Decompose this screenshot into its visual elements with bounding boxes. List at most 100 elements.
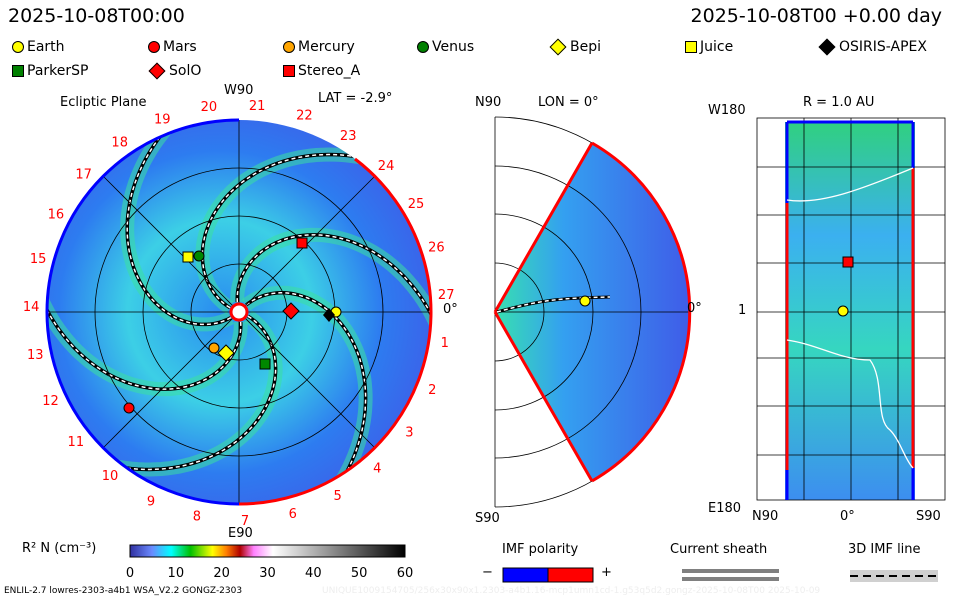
- sector-label: 9: [147, 495, 155, 510]
- ecliptic-right-label: 0°: [443, 302, 458, 317]
- start-time: 2025-10-08T00:00: [8, 5, 185, 27]
- sector-label: 27: [438, 288, 455, 303]
- legend-label: Stereo_A: [298, 63, 361, 79]
- sector-label: 3: [405, 425, 413, 440]
- sector-label: 24: [378, 159, 395, 174]
- legend-label: Mars: [163, 39, 197, 55]
- earth-marker-meridional: [579, 295, 591, 307]
- sector-label: 10: [102, 469, 119, 484]
- square-icon: [685, 41, 697, 53]
- legend-label: Bepi: [570, 39, 601, 55]
- venus-marker: [193, 250, 205, 262]
- bepi-marker: [217, 344, 235, 362]
- sector-label: 22: [296, 109, 313, 124]
- legend-item-bepi: Bepi: [549, 38, 601, 56]
- run-id: UNIQUE1009154705/256x30x90x1.2303-a4b1.1…: [322, 586, 821, 596]
- current-time: 2025-10-08T00 +0.00 day: [690, 5, 942, 27]
- imf-line-label: 3D IMF line: [848, 542, 921, 557]
- run-info: ENLIL-2.7 lowres-2303-a4b1 WSA_V2.2 GONG…: [4, 586, 243, 596]
- radial-mid-left: 1: [738, 303, 747, 318]
- sector-label: 1: [441, 336, 449, 351]
- sector-label: 2: [428, 383, 436, 398]
- imf-minus-swatch: [502, 567, 549, 583]
- solo-marker: [282, 302, 300, 320]
- sector-label: 6: [289, 507, 297, 522]
- circle-icon: [417, 41, 429, 53]
- legend-label: Venus: [432, 39, 475, 55]
- osiris-apex-marker: [323, 308, 335, 322]
- meridional-panel: [493, 116, 692, 508]
- legend-item-parkersp: ParkerSP: [12, 63, 88, 79]
- square-icon: [12, 65, 24, 77]
- sector-label: 15: [30, 252, 47, 267]
- sector-label: 20: [201, 100, 218, 115]
- legend-item-venus: Venus: [417, 39, 474, 55]
- meridional-bottom-label: S90: [475, 511, 500, 526]
- radial-bottom-left: E180: [708, 501, 742, 516]
- current-sheath-line: [682, 569, 779, 573]
- colorbar-tick-label: 20: [213, 566, 230, 581]
- radial-title: R = 1.0 AU: [803, 95, 875, 110]
- legend-item-stereo-a: Stereo_A: [283, 63, 360, 79]
- ecliptic-title: Ecliptic Plane: [60, 95, 147, 110]
- legend-item-juice: Juice: [685, 39, 733, 55]
- meridional-right-label: 0°: [687, 301, 702, 316]
- legend-label: Earth: [27, 39, 65, 55]
- juice-marker: [182, 251, 194, 263]
- ecliptic-bottom-label: E90: [228, 526, 253, 541]
- colorbar-tick-label: 50: [351, 566, 368, 581]
- colorbar-tick-label: 0: [126, 566, 134, 581]
- imf-field-line: [126, 125, 232, 326]
- sector-label: 13: [27, 348, 44, 363]
- ecliptic-top-label: W90: [224, 83, 254, 98]
- sector-label: 21: [249, 99, 266, 114]
- colorbar-tick-label: 40: [305, 566, 322, 581]
- legend-item-mars: Mars: [148, 39, 197, 55]
- legend-item-mercury: Mercury: [283, 39, 355, 55]
- circle-icon: [148, 41, 160, 53]
- square-icon: [283, 65, 295, 77]
- legend-label: SolO: [169, 63, 202, 79]
- colorbar-ticks: 0 10 20 30 40 50 60: [126, 566, 413, 581]
- sector-label: 19: [154, 113, 171, 128]
- imf-field-line: [47, 296, 242, 390]
- sector-label: 25: [408, 197, 425, 212]
- colorbar-label: R² N (cm⁻³): [22, 541, 97, 556]
- colorbar-tick-label: 30: [259, 566, 276, 581]
- current-sheath-label: Current sheath: [670, 542, 768, 557]
- colorbar-tick-label: 10: [168, 566, 185, 581]
- parkersp-marker: [259, 358, 271, 370]
- radial-panel: [756, 117, 946, 501]
- sector-label: 12: [42, 394, 59, 409]
- colorbar-tick-label: 60: [397, 566, 414, 581]
- mercury-marker: [208, 342, 220, 354]
- sector-label: 18: [111, 136, 128, 151]
- imf-minus-label: −: [482, 565, 493, 580]
- radial-top-left: W180: [708, 103, 746, 118]
- legend-item-earth: Earth: [12, 39, 65, 55]
- sector-label: 4: [373, 461, 381, 476]
- radial-bottom-0: 0°: [840, 509, 855, 524]
- circle-icon: [12, 41, 24, 53]
- imf-field-line: [245, 292, 367, 484]
- legend-label: ParkerSP: [27, 63, 89, 79]
- sector-label: 23: [340, 129, 357, 144]
- imf-plus-swatch: [547, 567, 594, 583]
- stereo-a-marker-radial: [842, 256, 854, 268]
- meridional-lon: LON = 0°: [538, 95, 599, 110]
- stereo-a-marker: [296, 237, 308, 249]
- density-colorbar: [129, 544, 406, 558]
- ecliptic-lat: LAT = -2.9°: [318, 91, 393, 106]
- imf-field-line: [201, 153, 366, 309]
- sector-label: 17: [75, 168, 92, 183]
- sector-label: 11: [68, 435, 85, 450]
- sector-label: 7: [241, 514, 249, 529]
- sector-label: 26: [428, 241, 445, 256]
- object-markers: [123, 237, 854, 414]
- sector-label: 14: [23, 300, 40, 315]
- legend-label: Juice: [700, 39, 734, 55]
- imf-field-line: [112, 315, 277, 471]
